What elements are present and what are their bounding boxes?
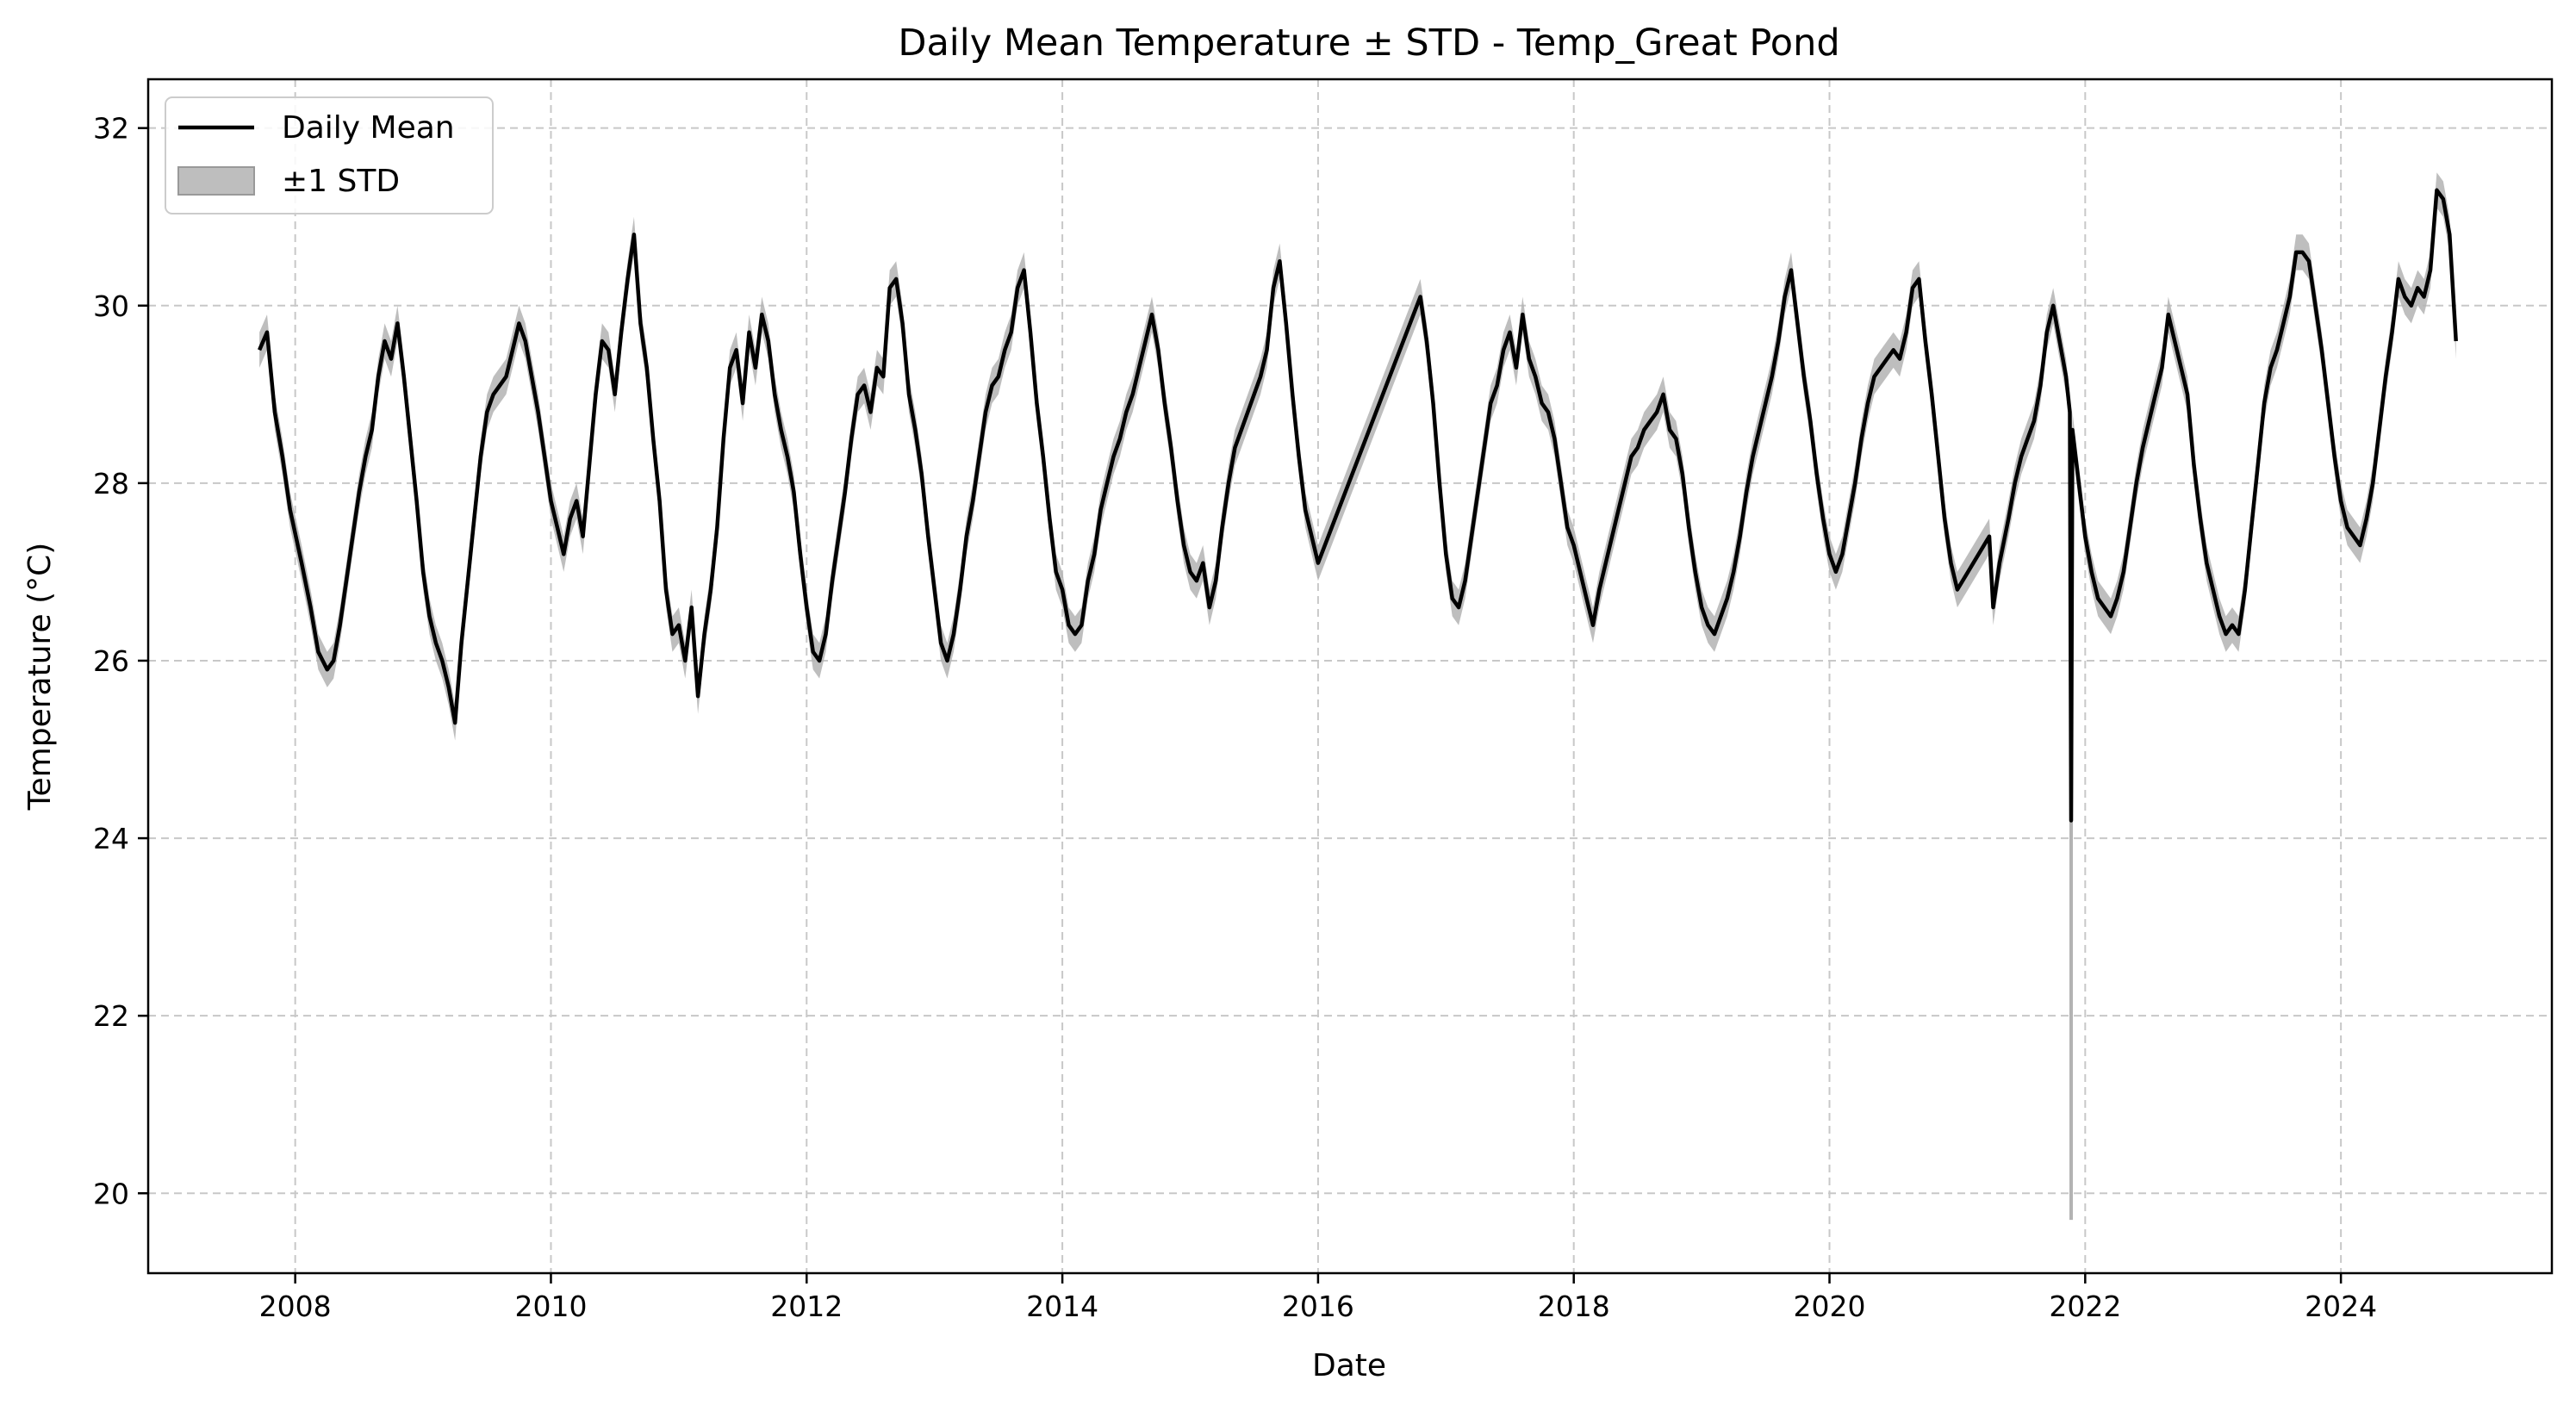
- x-tick-label: 2014: [1026, 1290, 1098, 1323]
- daily-mean-line: [258, 188, 2458, 823]
- chart-title: Daily Mean Temperature ± STD - Temp_Grea…: [898, 22, 1839, 65]
- y-tick-label: 20: [93, 1177, 129, 1210]
- x-tick-label: 2012: [770, 1290, 843, 1323]
- legend: Daily Mean ±1 STD: [165, 96, 494, 214]
- legend-label-mean: Daily Mean: [282, 110, 455, 146]
- x-tick-label: 2016: [1282, 1290, 1354, 1323]
- x-tick-label: 2010: [514, 1290, 587, 1323]
- x-tick-label: 2008: [259, 1290, 332, 1323]
- y-tick-label: 30: [93, 289, 129, 323]
- plot-content: [258, 172, 2458, 1221]
- y-tick-label: 32: [93, 112, 129, 146]
- x-axis-label: Date: [1312, 1348, 1386, 1383]
- y-tick-label: 26: [93, 644, 129, 678]
- x-tick-label: 2018: [1538, 1290, 1610, 1323]
- y-axis: 20 22 24 26 28 30 32: [93, 112, 148, 1210]
- std-band: [259, 172, 2456, 839]
- plot-frame: [146, 78, 2554, 1275]
- x-axis: 2008 2010 2012 2014 2016 2018 2020 2022 2024: [259, 1273, 2377, 1323]
- legend-label-std: ±1 STD: [282, 164, 400, 199]
- x-tick-label: 2020: [1794, 1290, 1866, 1323]
- x-tick-label: 2022: [2049, 1290, 2121, 1323]
- y-axis-label: Temperature (°C): [22, 543, 58, 811]
- x-tick-label: 2024: [2305, 1290, 2377, 1323]
- y-tick-label: 22: [93, 999, 129, 1033]
- y-tick-label: 24: [93, 822, 129, 855]
- legend-band-swatch: [177, 166, 255, 196]
- y-tick-label: 28: [93, 467, 129, 500]
